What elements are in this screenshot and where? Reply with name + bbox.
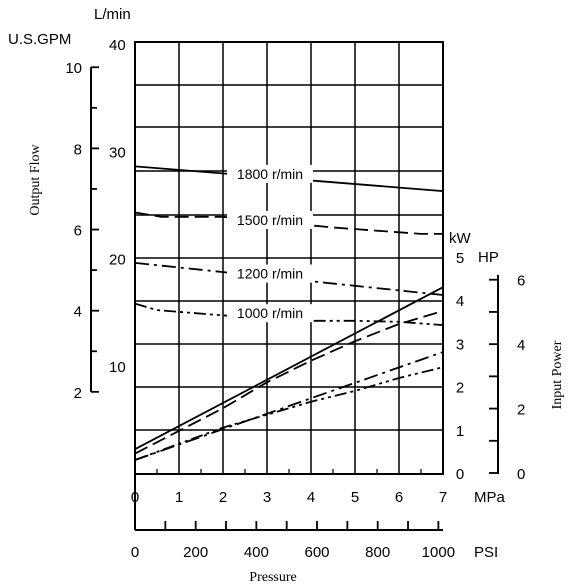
flow-unit-gpm: U.S.GPM xyxy=(8,31,71,48)
power-unit-hp: HP xyxy=(478,249,499,266)
x-tick-psi: 0 xyxy=(131,544,139,561)
flow-unit-lmin: L/min xyxy=(94,6,131,23)
power-tick-kw: 3 xyxy=(456,336,464,353)
flow-tick-lmin: 40 xyxy=(109,37,126,54)
power-unit-kw: kW xyxy=(449,230,472,247)
x-tick-psi: 1000 xyxy=(422,544,455,561)
flow-tick-lmin: 10 xyxy=(109,359,126,376)
series-label: 1000 r/min xyxy=(237,305,303,321)
x-tick-mpa: 2 xyxy=(219,489,227,506)
power-tick-kw: 5 xyxy=(456,250,464,267)
power-tick-hp: 2 xyxy=(517,402,525,419)
y-axis-title-flow: Output Flow xyxy=(28,144,43,216)
power-curves xyxy=(134,286,444,461)
x-tick-psi: 800 xyxy=(365,544,390,561)
x-tick-psi: 600 xyxy=(305,544,330,561)
series-label: 1800 r/min xyxy=(237,166,303,182)
power-series-3 xyxy=(134,366,444,461)
x-unit-mpa: MPa xyxy=(474,489,506,506)
x-tick-mpa: 6 xyxy=(395,489,403,506)
flow-tick-gpm: 2 xyxy=(74,385,82,402)
grid xyxy=(134,41,444,475)
flow-tick-gpm: 10 xyxy=(65,60,82,77)
x-tick-psi: 400 xyxy=(244,544,269,561)
power-series-0 xyxy=(134,286,444,450)
power-tick-hp: 4 xyxy=(517,337,525,354)
series-labels: 1800 r/min 1500 r/min 1200 r/min 1000 r/min xyxy=(227,164,313,323)
series-label-bg xyxy=(227,210,313,229)
series-label-bg xyxy=(227,264,313,283)
x-tick-mpa: 0 xyxy=(131,489,139,506)
power-tick-hp: 0 xyxy=(517,466,525,483)
x-tick-mpa: 7 xyxy=(439,489,447,506)
flow-tick-gpm: 8 xyxy=(74,141,82,158)
flow-tick-gpm: 6 xyxy=(74,223,82,240)
x-tick-psi: 200 xyxy=(183,544,208,561)
flow-tick-lmin: 30 xyxy=(109,144,126,161)
power-tick-kw: 0 xyxy=(456,466,464,483)
power-tick-hp: 6 xyxy=(517,273,525,290)
series-label: 1500 r/min xyxy=(237,212,303,228)
flow-series-3 xyxy=(134,302,444,326)
series-label-bg xyxy=(227,304,313,323)
flow-tick-gpm: 4 xyxy=(74,304,82,321)
y-axis-title-power: Input Power xyxy=(550,340,565,409)
x-tick-mpa: 4 xyxy=(307,489,315,506)
x-axis-title: Pressure xyxy=(249,570,296,585)
power-tick-kw: 4 xyxy=(456,293,464,310)
power-tick-kw: 2 xyxy=(456,380,464,397)
power-series-1 xyxy=(134,310,444,455)
axes xyxy=(90,66,499,531)
x-tick-mpa: 5 xyxy=(351,489,359,506)
flow-tick-lmin: 20 xyxy=(109,252,126,269)
x-tick-mpa: 1 xyxy=(175,489,183,506)
series-label: 1200 r/min xyxy=(237,266,303,282)
series-label-bg xyxy=(227,164,313,183)
power-tick-kw: 1 xyxy=(456,423,464,440)
x-unit-psi: PSI xyxy=(474,544,498,561)
x-tick-mpa: 3 xyxy=(263,489,271,506)
